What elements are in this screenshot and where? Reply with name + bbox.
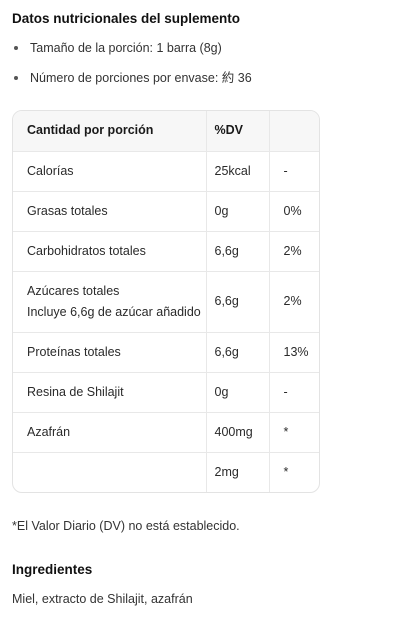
dv-footnote: *El Valor Diario (DV) no está establecid…: [12, 519, 240, 533]
column-header-dv: %DV: [206, 111, 270, 152]
ingredients-text: Miel, extracto de Shilajit, azafrán: [12, 592, 193, 606]
nutrient-amount: 6,6g: [206, 332, 270, 373]
list-item: Tamaño de la porción: 1 barra (8g): [12, 40, 392, 70]
nutrient-amount: 0g: [206, 191, 270, 232]
nutrient-amount: 2mg: [206, 452, 270, 492]
nutrient-dv: -: [269, 372, 319, 413]
nutrient-dv: 13%: [269, 332, 319, 373]
table-row: Carbohidratos totales 6,6g 2%: [13, 231, 319, 272]
nutrient-name: Azúcares totales Incluye 6,6g de azúcar …: [13, 271, 207, 333]
table-row: Azafrán 400mg *: [13, 412, 319, 453]
nutrient-dv: *: [269, 412, 319, 453]
nutrient-dv: 0%: [269, 191, 319, 232]
table-header-row: Cantidad por porción %DV: [13, 111, 319, 152]
table-row: Resina de Shilajit 0g -: [13, 372, 319, 413]
serving-info-list: Tamaño de la porción: 1 barra (8g) Númer…: [12, 40, 392, 100]
nutrient-name: Azafrán: [13, 412, 207, 453]
nutrient-name: [13, 452, 207, 492]
nutrient-name-line2: Incluye 6,6g de azúcar añadido: [27, 304, 201, 319]
list-item: Número de porciones por envase: 約 36: [12, 70, 392, 100]
nutrient-dv: *: [283, 464, 289, 479]
nutrient-amount: 25kcal: [206, 151, 270, 192]
nutrient-name: Resina de Shilajit: [13, 372, 207, 413]
nutrient-name: Calorías: [13, 151, 207, 192]
table-row: Grasas totales 0g 0%: [13, 191, 319, 232]
table-row: Proteínas totales 6,6g 13%: [13, 332, 319, 373]
nutrient-name-line1: Azúcares totales: [27, 283, 120, 298]
page-title: Datos nutricionales del suplemento: [12, 11, 241, 26]
nutrient-amount: 6,6g: [206, 231, 270, 272]
nutrient-name: Proteínas totales: [13, 332, 207, 373]
nutrient-dv: 2%: [269, 231, 319, 272]
nutrient-dv: -: [269, 151, 319, 192]
table-row: Azúcares totales Incluye 6,6g de azúcar …: [13, 271, 319, 333]
nutrient-name: Grasas totales: [13, 191, 207, 232]
nutrient-name: Carbohidratos totales: [13, 231, 207, 272]
nutrition-table: Cantidad por porción %DV Calorías 25kcal…: [12, 110, 320, 493]
column-header-amount-per-serving: Cantidad por porción: [13, 111, 207, 152]
nutrient-amount: 0g: [206, 372, 270, 413]
ingredients-heading: Ingredientes: [12, 562, 93, 577]
table-row: 2mg *: [13, 452, 319, 492]
column-header-empty: [269, 111, 319, 152]
nutrient-dv: 2%: [269, 271, 319, 333]
nutrient-amount: 400mg: [206, 412, 270, 453]
nutrient-amount: 6,6g: [206, 271, 270, 333]
table-row: Calorías 25kcal -: [13, 151, 319, 192]
